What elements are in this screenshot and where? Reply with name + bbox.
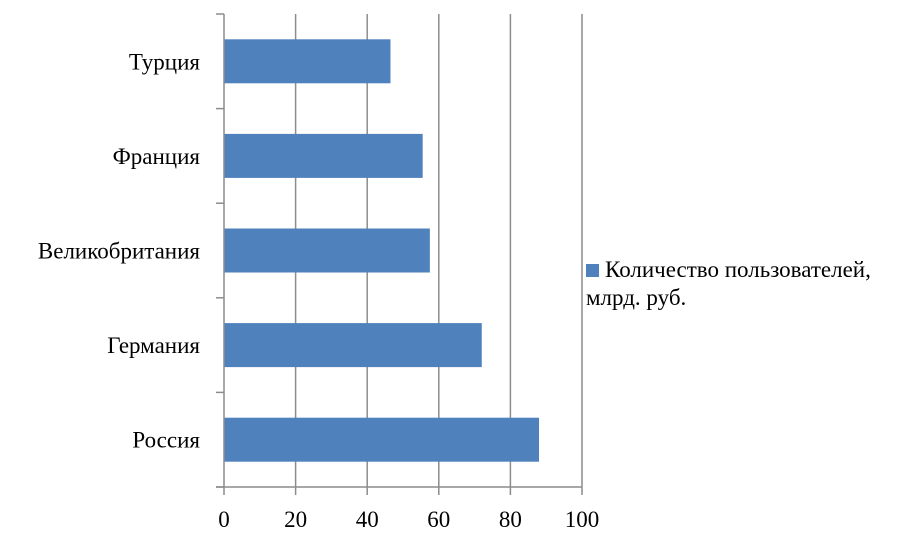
legend: Количество пользователей, млрд. руб. [586,256,901,312]
legend-label: Количество пользователей, млрд. руб. [586,257,871,310]
bar-1 [224,417,540,462]
bar-5 [224,39,391,84]
category-label-4: Франция [113,144,201,169]
category-label-2: Германия [107,333,200,358]
category-labels: Россия Германия Великобритания Франция Турци… [38,49,201,452]
bar-4 [224,133,423,178]
axes [216,13,583,495]
category-label-1: Россия [132,428,200,453]
x-tick-label-0: 0 [218,507,230,532]
legend-swatch [586,264,599,277]
x-tick-label-80: 80 [499,507,522,532]
category-label-5: Турция [129,49,201,74]
x-tick-labels: 0 20 40 60 80 100 [218,507,599,532]
bars [224,39,540,462]
x-tick-label-20: 20 [284,507,307,532]
bar-2 [224,323,482,368]
gridlines [294,14,583,487]
x-tick-label-60: 60 [427,507,450,532]
category-label-3: Великобритания [38,239,201,264]
x-tick-label-100: 100 [565,507,600,532]
bar-3 [224,228,430,273]
x-tick-label-40: 40 [356,507,379,532]
